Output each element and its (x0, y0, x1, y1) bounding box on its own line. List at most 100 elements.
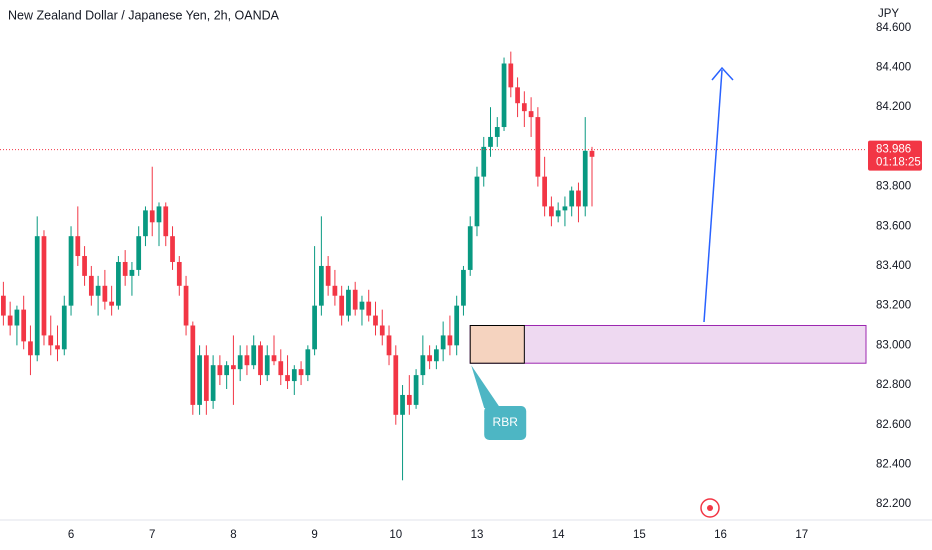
x-tick-label: 17 (795, 529, 808, 541)
candle-body (528, 111, 534, 118)
candle-body (535, 117, 541, 177)
candle-body (515, 87, 520, 104)
candle-body (237, 355, 243, 370)
candle-body (542, 176, 548, 207)
callout-label: RBR (493, 415, 519, 429)
candle-body (34, 236, 40, 356)
candle-body (68, 236, 74, 306)
candle-body (176, 261, 182, 286)
candle-body (1, 295, 6, 316)
candle-body (420, 355, 426, 376)
candle-body (366, 301, 372, 316)
x-tick-label: 6 (68, 529, 74, 541)
candle-body (14, 309, 20, 326)
y-tick-label: 83.600 (876, 220, 911, 232)
candle-body (183, 285, 189, 326)
candle-body (190, 325, 196, 405)
candle-body (549, 206, 554, 217)
candle-body (569, 190, 575, 207)
candle-body (400, 394, 405, 415)
callout-box (484, 406, 527, 440)
candle-body (82, 256, 87, 276)
candle-body (122, 261, 128, 276)
y-tick-label: 84.600 (876, 22, 911, 34)
candle-body (373, 315, 378, 326)
candle-body (136, 236, 142, 270)
candle-body (440, 335, 446, 350)
candle-body (447, 335, 453, 346)
y-tick-label: 82.800 (876, 379, 911, 391)
candle-body (312, 305, 317, 350)
candle-body (75, 236, 81, 257)
x-tick-label: 15 (633, 529, 646, 541)
candle-body (508, 63, 514, 88)
candle-body (7, 315, 13, 326)
candle-body (116, 261, 121, 306)
y-tick-label: 84.200 (876, 101, 911, 113)
record-icon-dot (707, 505, 713, 511)
candle-body (264, 355, 270, 376)
candle-body (61, 305, 67, 350)
candle-body (48, 335, 54, 346)
candle-body (291, 369, 297, 382)
demand-zone (469, 324, 867, 364)
candle-body (589, 150, 595, 157)
candle-body (467, 226, 473, 270)
candle-body (102, 285, 108, 302)
candle-body (481, 146, 487, 177)
projection-arrow (703, 69, 723, 323)
y-tick-label: 83.200 (876, 300, 911, 312)
candle-body (197, 355, 202, 405)
x-tick-label: 14 (552, 529, 565, 541)
candle-body (454, 305, 460, 346)
x-tick-label: 10 (389, 529, 402, 541)
candle-body (413, 375, 419, 405)
candle-body (278, 361, 284, 376)
candle-body (582, 150, 588, 207)
candle-body (352, 289, 358, 310)
candle-body (231, 365, 236, 370)
candle-body (427, 355, 432, 362)
y-tick-label: 84.400 (876, 62, 911, 74)
x-tick-label: 9 (311, 529, 317, 541)
countdown-label: 01:18:25 (876, 157, 921, 169)
candle-body (41, 236, 47, 336)
projection-arrowhead (711, 66, 734, 81)
candle-body (109, 301, 115, 306)
candle-body (149, 210, 155, 223)
candle-body (346, 289, 351, 316)
candle-body (305, 349, 311, 376)
candle-body (217, 365, 223, 376)
y-tick-label: 82.200 (876, 498, 911, 510)
candle-body (521, 103, 527, 112)
record-icon[interactable] (700, 498, 720, 518)
candle-body (88, 275, 94, 296)
candle-body (379, 325, 385, 336)
candle-body (325, 265, 331, 286)
candle-body (55, 345, 60, 350)
candle-body (576, 190, 581, 207)
candle-body (359, 301, 365, 310)
y-tick-label: 82.400 (876, 458, 911, 470)
candle-body (271, 355, 277, 362)
candle-body (488, 136, 493, 147)
candle-body (406, 394, 412, 405)
candle-body (461, 269, 466, 306)
candle-body (386, 335, 392, 356)
candle-body (224, 365, 230, 376)
candle-body (129, 269, 135, 276)
x-tick-label: 7 (149, 529, 155, 541)
y-tick-label: 83.800 (876, 181, 911, 193)
last-price-tag (868, 140, 922, 171)
candle-body (251, 345, 257, 366)
y-tick-label: 83.400 (876, 260, 911, 272)
candle-body (95, 285, 101, 296)
candle-body (244, 355, 250, 366)
last-price-label: 83.986 (876, 144, 911, 156)
callout-pointer (471, 365, 501, 408)
rbr-box (469, 324, 525, 364)
candle-body (474, 176, 480, 227)
candle-body (298, 369, 304, 376)
